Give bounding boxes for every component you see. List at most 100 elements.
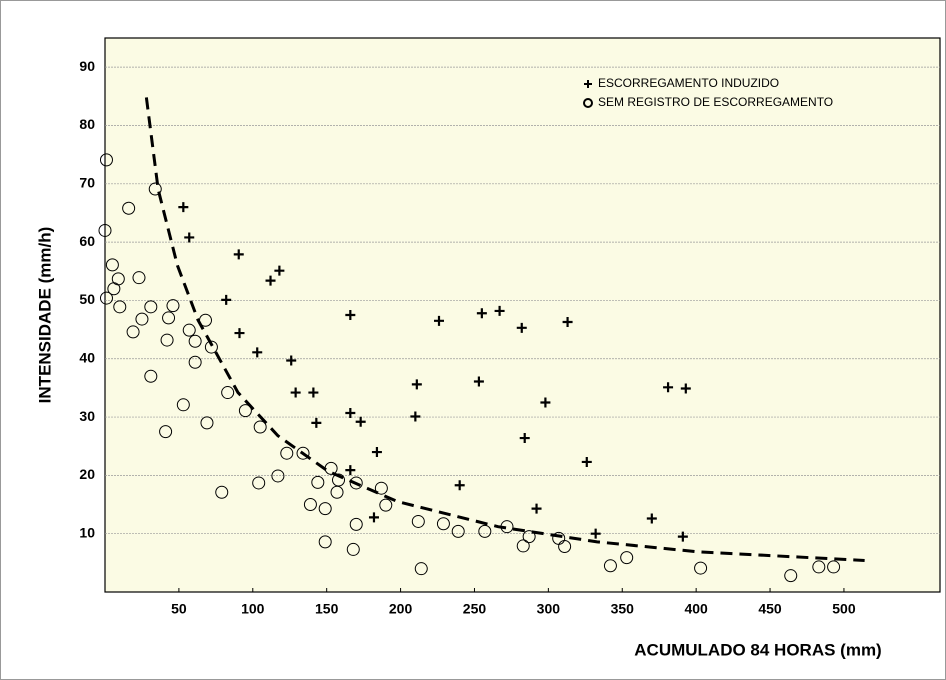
cross-point	[454, 480, 465, 491]
circle-point	[318, 502, 332, 516]
circle-point	[603, 559, 617, 573]
circle-point	[159, 425, 173, 439]
cross-point	[663, 382, 674, 393]
legend-marker	[584, 80, 592, 88]
circle-point	[132, 271, 146, 285]
circle-point	[126, 325, 140, 339]
circle-point	[558, 540, 572, 554]
y-tick-label: 10	[79, 524, 95, 540]
circle-point	[204, 340, 218, 354]
cross-point	[516, 322, 527, 333]
legend-marker	[583, 98, 593, 108]
circle-point	[166, 299, 180, 313]
x-tick-label: 400	[684, 601, 708, 617]
circle-point	[349, 476, 363, 490]
circle-point	[827, 560, 841, 574]
circle-point	[253, 420, 267, 434]
circle-point	[221, 386, 235, 400]
x-tick-label: 500	[832, 601, 856, 617]
cross-point	[590, 528, 601, 539]
circle-point	[144, 300, 158, 314]
circle-point	[318, 535, 332, 549]
cross-point	[646, 513, 657, 524]
cross-point	[290, 387, 301, 398]
cross-point	[233, 249, 244, 260]
circle-point	[238, 404, 252, 418]
circle-point	[478, 524, 492, 538]
circle-point	[162, 311, 176, 325]
cross-point	[345, 465, 356, 476]
cross-point	[221, 294, 232, 305]
legend-label: ESCORREGAMENTO INDUZIDO	[598, 76, 779, 90]
cross-point	[677, 531, 688, 542]
cross-point	[252, 347, 263, 358]
trend-curve	[144, 97, 865, 563]
circle-point	[160, 333, 174, 347]
circle-point	[176, 398, 190, 412]
y-tick-label: 90	[79, 58, 95, 74]
circle-point	[98, 223, 112, 237]
circle-point	[522, 530, 536, 544]
cross-point	[308, 387, 319, 398]
cross-point	[411, 379, 422, 390]
circle-point	[296, 446, 310, 460]
y-tick-label: 50	[79, 291, 95, 307]
x-tick-label: 50	[171, 601, 187, 617]
circle-point	[113, 300, 127, 314]
cross-point	[562, 316, 573, 327]
circle-point	[411, 514, 425, 528]
cross-point	[286, 355, 297, 366]
circle-point	[105, 258, 119, 272]
circle-point	[784, 569, 798, 583]
circle-point	[280, 446, 294, 460]
cross-point	[581, 456, 592, 467]
cross-point	[540, 397, 551, 408]
y-tick-label: 20	[79, 466, 95, 482]
circle-point	[379, 498, 393, 512]
cross-point	[355, 416, 366, 427]
legend-label: SEM REGISTRO DE ESCORREGAMENTO	[598, 95, 833, 109]
circle-point	[303, 498, 317, 512]
circle-point	[516, 539, 530, 553]
circle-point	[122, 201, 136, 215]
circle-point	[311, 475, 325, 489]
circle-point	[349, 517, 363, 531]
y-tick-label: 70	[79, 174, 95, 190]
circle-point	[414, 562, 428, 576]
cross-point	[265, 275, 276, 286]
circle-point	[330, 485, 344, 499]
y-tick-label: 40	[79, 349, 95, 365]
circle-point	[182, 323, 196, 337]
circle-point	[200, 416, 214, 430]
circle-point	[188, 355, 202, 369]
circle-point	[111, 272, 125, 286]
x-tick-label: 450	[758, 601, 782, 617]
circle-point	[620, 551, 634, 565]
circle-point	[144, 369, 158, 383]
cross-point	[519, 433, 530, 444]
circle-point	[451, 524, 465, 538]
circle-point	[99, 153, 113, 167]
cross-point	[680, 383, 691, 394]
circle-point	[436, 517, 450, 531]
x-axis-label: ACUMULADO 84 HORAS (mm)	[634, 640, 881, 659]
cross-point	[368, 512, 379, 523]
circle-point	[374, 481, 388, 495]
cross-point	[234, 328, 245, 339]
y-tick-label: 80	[79, 116, 95, 132]
circle-point	[694, 561, 708, 575]
x-tick-label: 200	[389, 601, 413, 617]
x-tick-label: 250	[463, 601, 487, 617]
circle-point	[215, 485, 229, 499]
cross-point	[434, 315, 444, 326]
cross-point	[476, 308, 487, 319]
x-tick-label: 150	[315, 601, 339, 617]
circle-point	[252, 476, 266, 490]
cross-point	[371, 447, 382, 458]
cross-point	[494, 305, 505, 316]
x-tick-label: 300	[537, 601, 561, 617]
cross-point	[345, 407, 356, 418]
cross-point	[531, 503, 542, 514]
cross-point	[178, 202, 189, 213]
circle-point	[188, 334, 202, 348]
